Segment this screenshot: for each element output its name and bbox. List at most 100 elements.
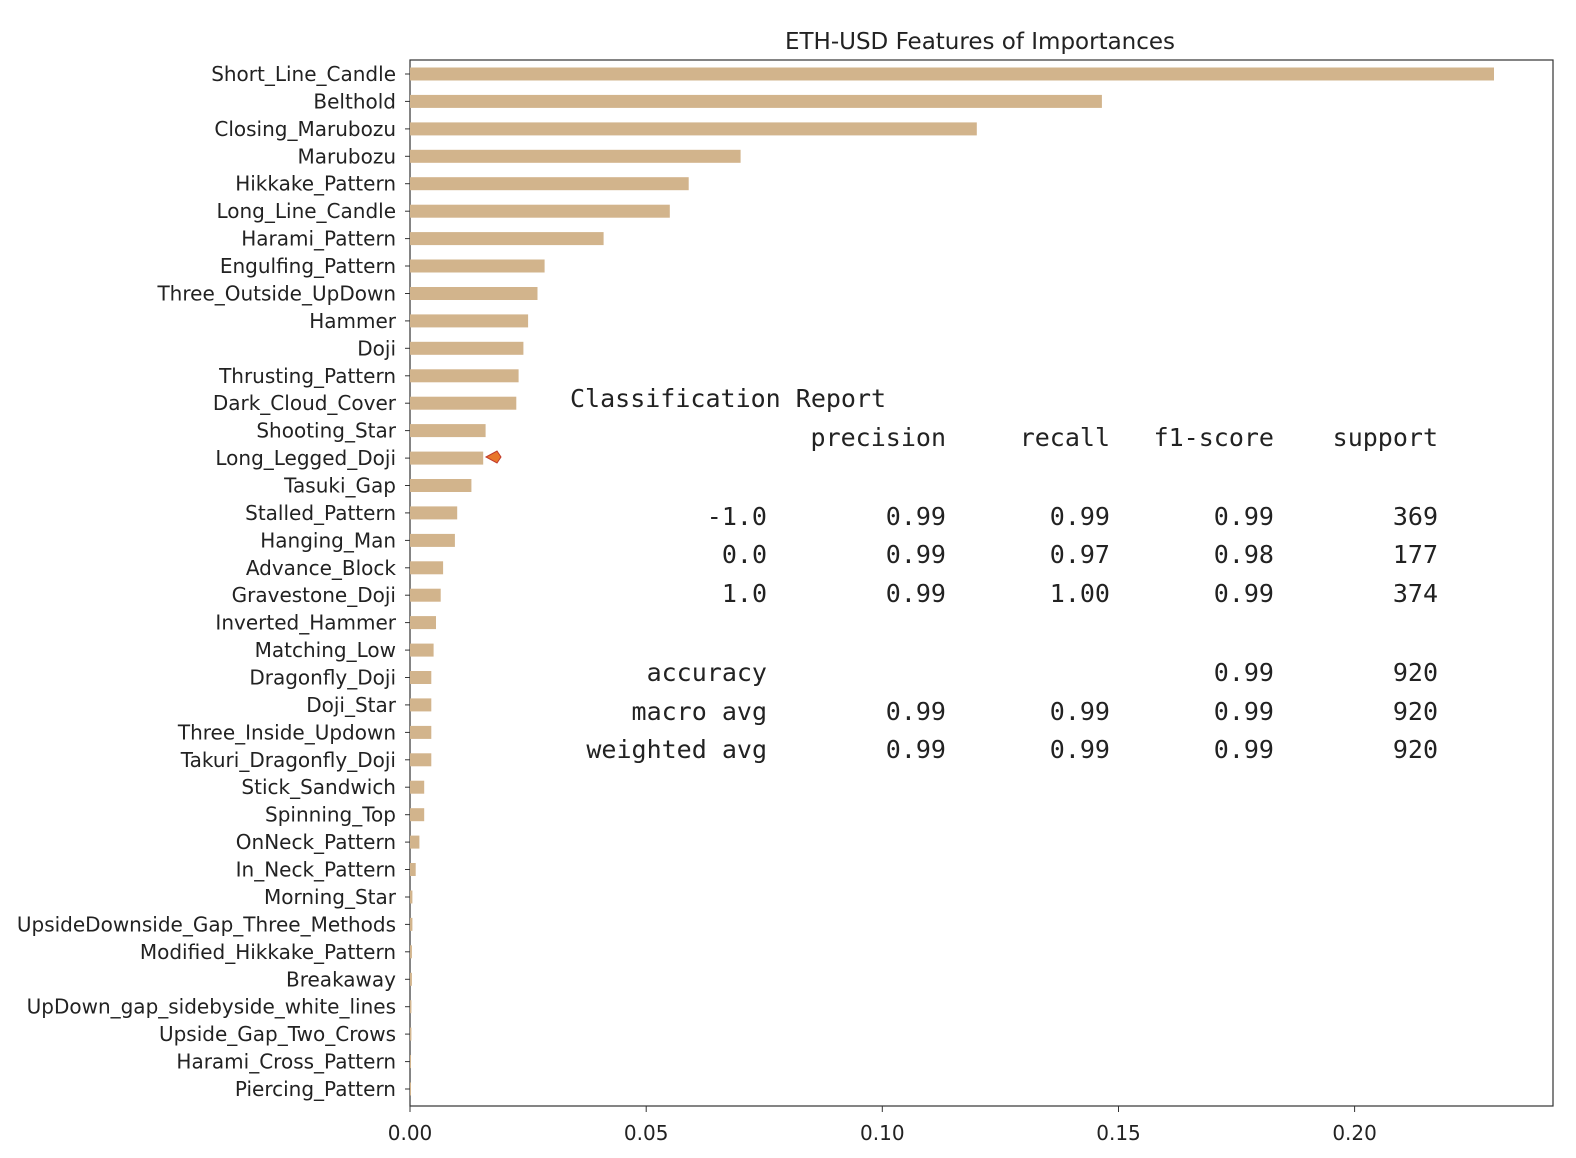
bar-harami-cross-pattern	[410, 1055, 411, 1069]
report-row-value: 0.98	[1214, 540, 1274, 569]
bar-long-legged-doji	[410, 451, 484, 465]
bar-marubozu	[410, 149, 741, 163]
report-summary-row-label: accuracy	[647, 658, 767, 687]
y-tick-label: Shooting_Star	[256, 419, 396, 443]
report-row-value: 0.99	[886, 502, 946, 531]
y-tick-label: Tasuki_Gap	[283, 474, 396, 498]
report-row-value: 177	[1393, 540, 1438, 569]
bar-closing-marubozu	[410, 122, 977, 136]
y-tick-label: Hikkake_Pattern	[235, 172, 396, 196]
bars-group	[410, 67, 1494, 1096]
y-tick-label: Marubozu	[297, 144, 396, 168]
y-tick-label: Inverted_Hammer	[215, 611, 396, 635]
report-row-value: 369	[1393, 502, 1438, 531]
bar-updown-gap-sidebyside-white-lines	[410, 1000, 412, 1014]
y-tick-label: Takuri_Dragonfly_Doji	[180, 748, 396, 772]
report-summary-row-value: 0.99	[1050, 735, 1110, 764]
y-tick-label: Long_Line_Candle	[216, 199, 396, 223]
report-row-value: 0.99	[1214, 579, 1274, 608]
bar-takuri-dragonfly-doji	[410, 753, 432, 767]
report-summary-row-label: macro avg	[632, 697, 767, 726]
y-tick-label: UpDown_gap_sidebyside_white_lines	[27, 995, 396, 1019]
report-row-value: 0.99	[886, 579, 946, 608]
report-summary-row-value: 0.99	[1214, 697, 1274, 726]
report-summary-row-value: 0.99	[1214, 735, 1274, 764]
report-header-recall: recall	[1020, 423, 1110, 452]
y-tick-label: Hammer	[309, 309, 397, 333]
report-row-label: 0.0	[722, 540, 767, 569]
bar-dragonfly-doji	[410, 671, 432, 684]
y-tick-label: Doji_Star	[306, 693, 397, 717]
bar-modified-hikkake-pattern	[410, 945, 412, 959]
report-summary-row-value: 0.99	[1214, 658, 1274, 687]
bar-harami-pattern	[410, 232, 604, 246]
report-summary-row-value: 0.99	[886, 697, 946, 726]
bar-three-outside-updown	[410, 287, 538, 300]
y-tick-labels: Short_Line_Candle Belthold Closing_Maruboz…	[17, 62, 410, 1101]
cursor-arrow-icon	[484, 450, 502, 464]
bar-upside-gap-two-crows	[410, 1027, 412, 1041]
report-title: Classification Report	[570, 384, 886, 413]
y-tick-label: Long_Legged_Doji	[215, 446, 396, 470]
report-row-value: 374	[1393, 579, 1438, 608]
bar-tasuki-gap	[410, 479, 472, 492]
report-summary-row-value: 0.99	[886, 735, 946, 764]
y-tick-label: Three_Outside_UpDown	[156, 282, 396, 306]
y-tick-label: Closing_Marubozu	[214, 117, 396, 141]
report-row-value: 0.99	[1214, 502, 1274, 531]
bar-hammer	[410, 314, 529, 328]
bar-hikkake-pattern	[410, 177, 689, 191]
y-tick-label: Matching_Low	[255, 638, 396, 662]
report-row-value: 0.99	[886, 540, 946, 569]
y-tick-label: Doji	[357, 336, 396, 360]
bar-upsidedownside-gap-three-methods	[410, 917, 413, 931]
report-summary-row-value: 920	[1393, 735, 1438, 764]
report-header-f1-score: f1-score	[1154, 423, 1274, 452]
report-row-value: 0.97	[1050, 540, 1110, 569]
y-tick-label: Thrusting_Pattern	[218, 364, 396, 388]
y-tick-label: Modified_Hikkake_Pattern	[140, 940, 396, 964]
bar-stalled-pattern	[410, 506, 458, 520]
y-tick-label: Piercing_Pattern	[235, 1077, 396, 1101]
y-tick-label: OnNeck_Pattern	[236, 830, 396, 854]
x-tick-label: 0.20	[1332, 1121, 1377, 1145]
bar-matching-low	[410, 643, 434, 657]
bar-advance-block	[410, 561, 444, 575]
chart-title: ETH-USD Features of Importances	[785, 29, 1175, 55]
bar-stick-sandwich	[410, 780, 425, 794]
bar-onneck-pattern	[410, 835, 420, 849]
y-tick-label: Stalled_Pattern	[245, 501, 396, 525]
bar-in-neck-pattern	[410, 863, 416, 876]
report-summary-row-value: 0.99	[1050, 697, 1110, 726]
bar-three-inside-updown	[410, 725, 432, 739]
report-summary-row-value: 920	[1393, 697, 1438, 726]
report-row-value: 0.99	[1050, 502, 1110, 531]
report-summary-row-label: weighted avg	[586, 735, 767, 764]
y-tick-label: UpsideDownside_Gap_Three_Methods	[17, 912, 396, 936]
bar-breakaway	[410, 972, 412, 986]
y-tick-label: Belthold	[313, 89, 396, 113]
x-ticks: 0.00 0.05 0.10 0.15 0.20	[388, 1106, 1377, 1145]
x-tick-label: 0.05	[624, 1121, 669, 1145]
y-tick-label: In_Neck_Pattern	[236, 858, 396, 882]
y-tick-label: Harami_Pattern	[241, 227, 396, 251]
y-tick-label: Stick_Sandwich	[241, 775, 396, 799]
classification-report: Classification Report precision recall f1-s…	[570, 384, 1438, 764]
bar-morning-star	[410, 890, 413, 904]
y-tick-label: Spinning_Top	[265, 803, 396, 827]
y-tick-label: Dark_Cloud_Cover	[213, 391, 397, 415]
y-tick-label: Morning_Star	[264, 885, 397, 909]
bar-spinning-top	[410, 808, 425, 822]
y-tick-label: Hanging_Man	[260, 528, 396, 552]
y-tick-label: Breakaway	[286, 967, 396, 991]
report-row-label: 1.0	[722, 579, 767, 608]
bar-engulfing-pattern	[410, 259, 545, 273]
x-tick-label: 0.15	[1096, 1121, 1141, 1145]
bar-piercing-pattern	[410, 1082, 411, 1096]
bar-doji	[410, 341, 524, 355]
bar-gravestone-doji	[410, 588, 441, 602]
x-tick-label: 0.10	[860, 1121, 905, 1145]
y-tick-label: Advance_Block	[246, 556, 397, 580]
bar-inverted-hammer	[410, 616, 436, 630]
